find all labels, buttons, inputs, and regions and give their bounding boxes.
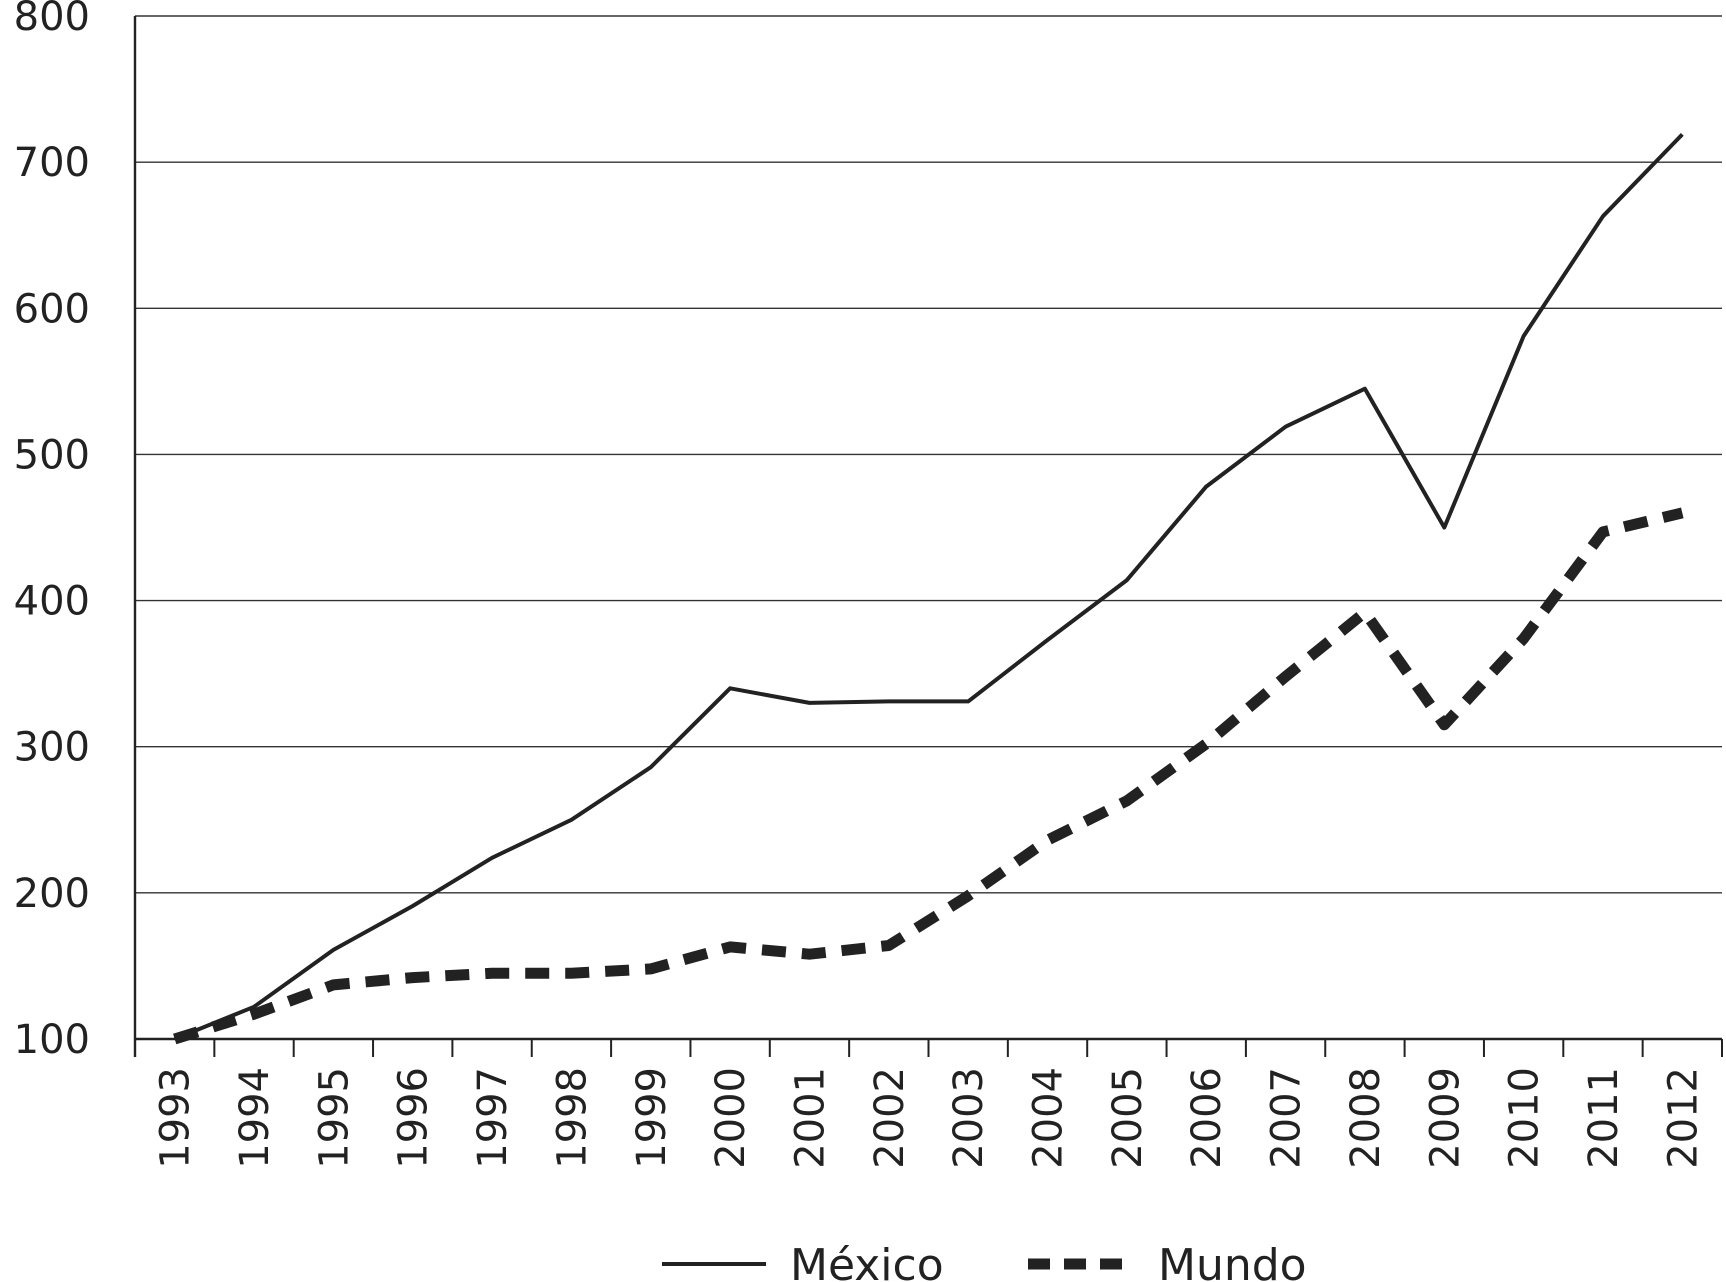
legend-label: Mundo	[1158, 1240, 1307, 1282]
x-tick-label: 1995	[311, 1067, 357, 1169]
y-tick-label: 300	[14, 725, 90, 771]
legend: México Mundo	[662, 1240, 1307, 1282]
x-tick-label: 2009	[1422, 1067, 1468, 1169]
x-tick-label: 1993	[153, 1067, 199, 1169]
series-line-mexico	[173, 133, 1684, 1041]
x-tick-label: 1998	[549, 1067, 595, 1169]
x-tick-label: 2000	[708, 1067, 754, 1169]
x-tick-label: 1999	[629, 1067, 675, 1169]
y-tick-label: 200	[14, 871, 90, 917]
x-tick-label: 2008	[1343, 1067, 1389, 1169]
y-tick-label: 400	[14, 579, 90, 625]
y-tick-labels: 100 200 300 400 500 600 700 800	[14, 0, 90, 1063]
gridlines	[135, 15, 1722, 894]
x-tick-label: 2010	[1502, 1067, 1548, 1169]
y-tick-label: 700	[14, 140, 90, 186]
x-tick-label: 2001	[787, 1067, 833, 1169]
x-tick-label: 2005	[1105, 1067, 1151, 1169]
x-tick-label: 2012	[1660, 1067, 1706, 1169]
axes	[133, 16, 1723, 1057]
x-tick-label: 2006	[1184, 1067, 1230, 1169]
series-lines	[173, 133, 1684, 1045]
x-tick-label: 2011	[1581, 1067, 1627, 1169]
legend-label: México	[790, 1240, 944, 1282]
x-tick-label: 2003	[946, 1067, 992, 1169]
y-tick-label: 100	[14, 1017, 90, 1063]
x-tick-label: 2004	[1026, 1067, 1072, 1169]
y-tick-label: 500	[14, 432, 90, 478]
y-tick-label: 800	[14, 0, 90, 40]
x-tick-label: 2007	[1264, 1067, 1310, 1169]
y-tick-label: 600	[14, 286, 90, 332]
x-tick-label: 1994	[232, 1067, 278, 1169]
x-tick-label: 1996	[391, 1067, 437, 1169]
x-tick-label: 2002	[867, 1067, 913, 1169]
series-line-mundo	[173, 507, 1684, 1045]
x-tick-label: 1997	[470, 1067, 516, 1169]
x-tick-labels: 1993 1994 1995 1996 1997 1998 1999 2000 2001 2002…	[153, 1067, 1707, 1169]
